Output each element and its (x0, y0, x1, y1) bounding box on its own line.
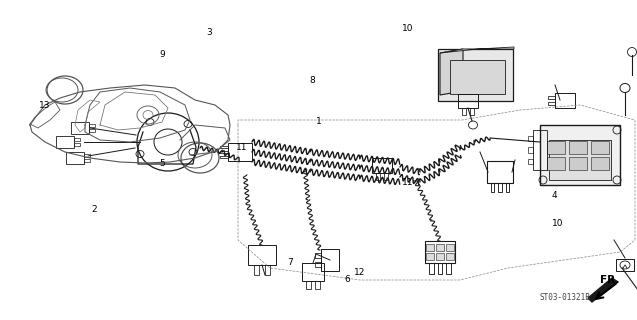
Bar (429, 263, 434, 274)
Text: FR.: FR. (600, 275, 619, 285)
Bar (220, 156, 228, 158)
Bar (306, 281, 311, 289)
Bar (74, 139, 80, 141)
Text: 12: 12 (354, 268, 366, 277)
Bar (450, 60, 506, 94)
Bar (436, 244, 444, 251)
Bar (56, 136, 74, 148)
Bar (384, 172, 388, 180)
Bar (315, 281, 320, 289)
Bar (591, 140, 609, 154)
Bar (426, 252, 434, 260)
Polygon shape (440, 47, 514, 53)
Bar (533, 130, 547, 170)
Bar (616, 259, 634, 271)
Text: 11: 11 (236, 143, 248, 152)
Bar (438, 49, 513, 101)
Bar (315, 262, 321, 267)
Bar (528, 147, 533, 153)
Bar (506, 183, 510, 192)
Text: 9: 9 (159, 50, 166, 59)
Bar (498, 183, 502, 192)
Bar (447, 263, 451, 274)
Bar (528, 136, 533, 141)
Bar (220, 146, 228, 148)
Text: 5: 5 (159, 159, 166, 168)
Bar (540, 125, 620, 185)
Bar (302, 263, 324, 281)
Bar (220, 151, 228, 153)
Text: 4: 4 (552, 191, 557, 200)
Polygon shape (440, 49, 463, 95)
Text: 3: 3 (206, 28, 212, 36)
Bar (376, 172, 380, 180)
Bar (248, 245, 276, 265)
Bar (548, 95, 555, 99)
Bar (548, 101, 555, 105)
Text: 2: 2 (92, 205, 97, 214)
Text: 13: 13 (39, 101, 50, 110)
Text: 8: 8 (309, 76, 315, 84)
Text: 1: 1 (315, 117, 322, 126)
Bar (84, 159, 90, 162)
Bar (470, 108, 474, 115)
Bar (446, 244, 454, 251)
Bar (89, 124, 96, 127)
Bar (372, 157, 392, 172)
Bar (84, 155, 90, 157)
Bar (436, 252, 444, 260)
Text: 10: 10 (552, 220, 563, 228)
Bar (426, 244, 434, 251)
Bar (446, 252, 454, 260)
Text: 10: 10 (402, 24, 413, 33)
Bar (66, 152, 84, 164)
Bar (74, 143, 80, 146)
Bar (547, 156, 565, 170)
Bar (438, 263, 442, 274)
Text: ST03-01321B: ST03-01321B (540, 293, 590, 302)
Bar (591, 156, 609, 170)
Text: 7: 7 (287, 258, 293, 267)
Bar (490, 183, 494, 192)
Bar (528, 159, 533, 164)
Bar (549, 140, 611, 180)
Text: 11: 11 (402, 178, 413, 187)
Bar (89, 129, 96, 132)
Text: 6: 6 (344, 276, 350, 284)
Bar (321, 249, 339, 271)
Bar (569, 140, 587, 154)
Bar (228, 143, 252, 161)
Bar (265, 265, 270, 275)
Bar (425, 241, 455, 263)
Bar (487, 161, 513, 183)
Bar (71, 122, 89, 134)
Bar (254, 265, 259, 275)
Polygon shape (588, 278, 618, 302)
Bar (555, 92, 575, 108)
Bar (547, 140, 565, 154)
Bar (458, 94, 478, 108)
Bar (315, 253, 321, 258)
Bar (569, 156, 587, 170)
Bar (462, 108, 466, 115)
